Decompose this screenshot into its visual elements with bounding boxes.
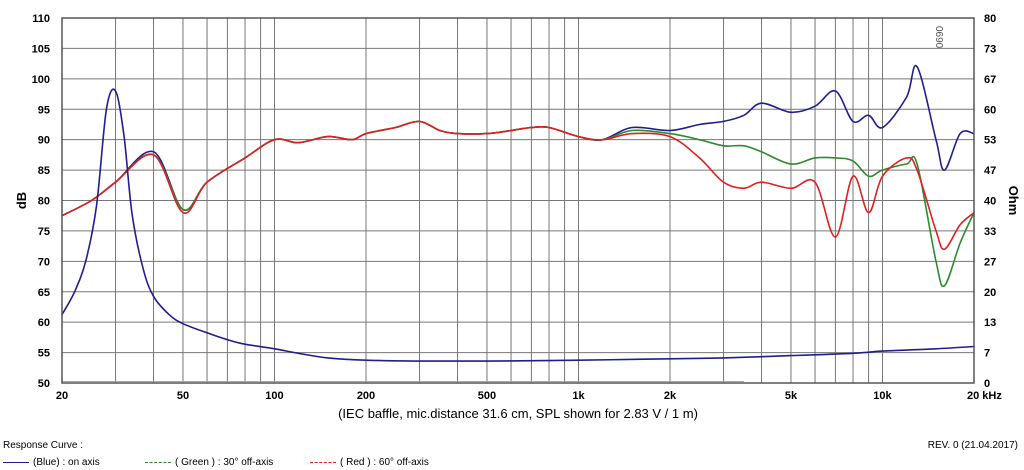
y-tick-label: 85 (38, 165, 50, 177)
x-tick-label: 5k (785, 390, 798, 402)
x-axis: 20 50 100 200 500 1k 2k 5k 10k 20 kHz (56, 390, 1002, 402)
x-tick-label: 50 (177, 390, 189, 402)
plot-border (61, 17, 975, 384)
y-tick-label: 75 (38, 226, 50, 238)
legend-header: Response Curve : (3, 440, 84, 451)
y-tick-label: 55 (38, 348, 50, 360)
x-tick-label: 500 (478, 390, 496, 402)
legend-swatch (3, 462, 29, 463)
legend-swatch (310, 462, 336, 463)
y-right-tick-label: 73 (984, 43, 996, 55)
y-right-tick-label: 47 (984, 165, 996, 177)
y-tick-label: 50 (38, 378, 50, 390)
y-axis-label: dB (14, 192, 29, 209)
series-line-60-off-axis (61, 120, 975, 251)
y-tick-label: 70 (38, 256, 50, 268)
y-axis-right: 80 73 67 60 53 47 40 33 27 20 13 7 0 (984, 13, 996, 390)
legend-swatch (145, 462, 171, 463)
y-tick-label: 100 (32, 74, 50, 86)
y-tick-label: 105 (32, 43, 50, 55)
y-tick-label: 60 (38, 317, 50, 329)
y-right-tick-label: 13 (984, 317, 996, 329)
y-tick-label: 95 (38, 104, 50, 116)
y-tick-label: 65 (38, 287, 50, 299)
curves (61, 64, 975, 382)
legend-item-on-axis: (Blue) : on axis (3, 457, 100, 468)
y-tick-label: 110 (32, 13, 50, 25)
legend-label: ( Red ) : 60° off-axis (340, 457, 429, 468)
series-line-impedance (61, 88, 975, 363)
legend-label: ( Green ) : 30° off-axis (175, 457, 274, 468)
x-tick-label: 200 (357, 390, 375, 402)
x-tick-label: 10k (873, 390, 892, 402)
y-tick-label: 80 (38, 196, 50, 208)
y-tick-label: 90 (38, 135, 50, 147)
y-axis-left: 110 105 100 95 90 85 80 75 70 65 60 55 50 (32, 13, 50, 390)
legend-label: (Blue) : on axis (33, 457, 100, 468)
legend-item-60-off-axis: ( Red ) : 60° off-axis (310, 457, 429, 468)
y-right-tick-label: 27 (984, 256, 996, 268)
revision-label: REV. 0 (21.04.2017) (927, 440, 1018, 451)
y-right-tick-label: 33 (984, 226, 996, 238)
x-tick-label: 20 kHz (967, 390, 1002, 402)
x-tick-label: 1k (572, 390, 585, 402)
y-right-tick-label: 40 (984, 196, 996, 208)
x-tick-label: 100 (265, 390, 283, 402)
y-right-tick-label: 67 (984, 74, 996, 86)
y-right-tick-label: 60 (984, 104, 996, 116)
y-right-tick-label: 53 (984, 135, 996, 147)
legend-item-30-off-axis: ( Green ) : 30° off-axis (145, 457, 273, 468)
y-right-tick-label: 0 (984, 378, 990, 390)
x-tick-label: 2k (664, 390, 677, 402)
chart-subtitle: (IEC baffle, mic.distance 31.6 cm, SPL s… (338, 406, 698, 421)
x-tick-label: 20 (56, 390, 68, 402)
watermark: 0690 (933, 26, 944, 49)
y-right-tick-label: 20 (984, 287, 996, 299)
y-right-tick-label: 7 (984, 348, 990, 360)
y-right-tick-label: 80 (984, 13, 996, 25)
y-axis-right-label: Ohm (1006, 186, 1021, 216)
